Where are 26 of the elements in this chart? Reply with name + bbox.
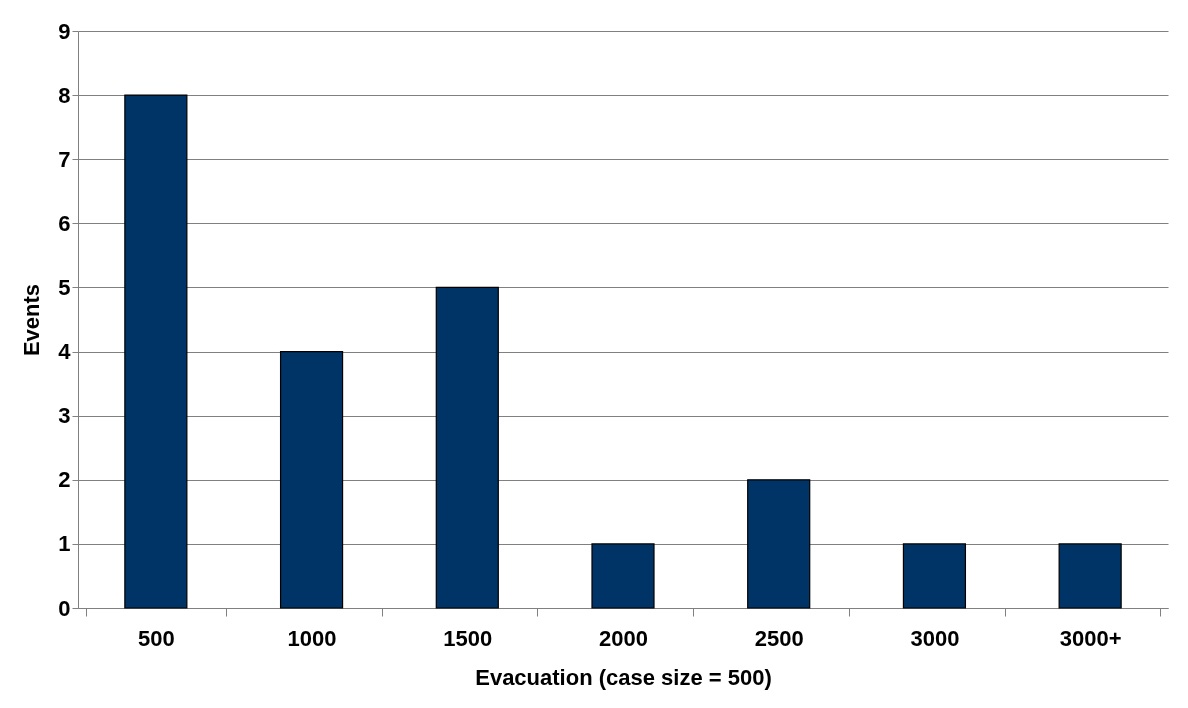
bar [902, 543, 967, 609]
bar [1058, 543, 1122, 609]
y-tick-label: 8 [58, 82, 71, 108]
x-tick-label: 3000 [910, 625, 960, 651]
bar [591, 543, 655, 609]
x-tick-label: 2000 [599, 625, 648, 651]
x-tick-label: 3000+ [1059, 625, 1122, 651]
y-tick-label: 9 [58, 18, 71, 44]
y-tick-label: 5 [58, 274, 71, 300]
x-tick-label: 1500 [443, 625, 493, 651]
y-tick-label: 3 [58, 403, 71, 429]
x-tick-label: 2500 [754, 625, 804, 651]
x-tick-label: 500 [138, 625, 175, 651]
y-tick-label: 7 [58, 146, 71, 172]
bar [124, 94, 188, 609]
y-axis-title: Events [19, 283, 45, 357]
y-tick-label: 1 [58, 531, 71, 557]
y-tick-label: 2 [58, 467, 71, 493]
bar [435, 286, 499, 609]
bar [747, 479, 811, 609]
x-axis-title: Evacuation (case size = 500) [475, 664, 772, 690]
bar [279, 350, 344, 609]
x-tick-label: 1000 [287, 625, 337, 651]
y-tick-label: 6 [58, 210, 71, 236]
y-tick-label: 4 [58, 339, 72, 365]
y-tick-label: 0 [58, 595, 71, 621]
